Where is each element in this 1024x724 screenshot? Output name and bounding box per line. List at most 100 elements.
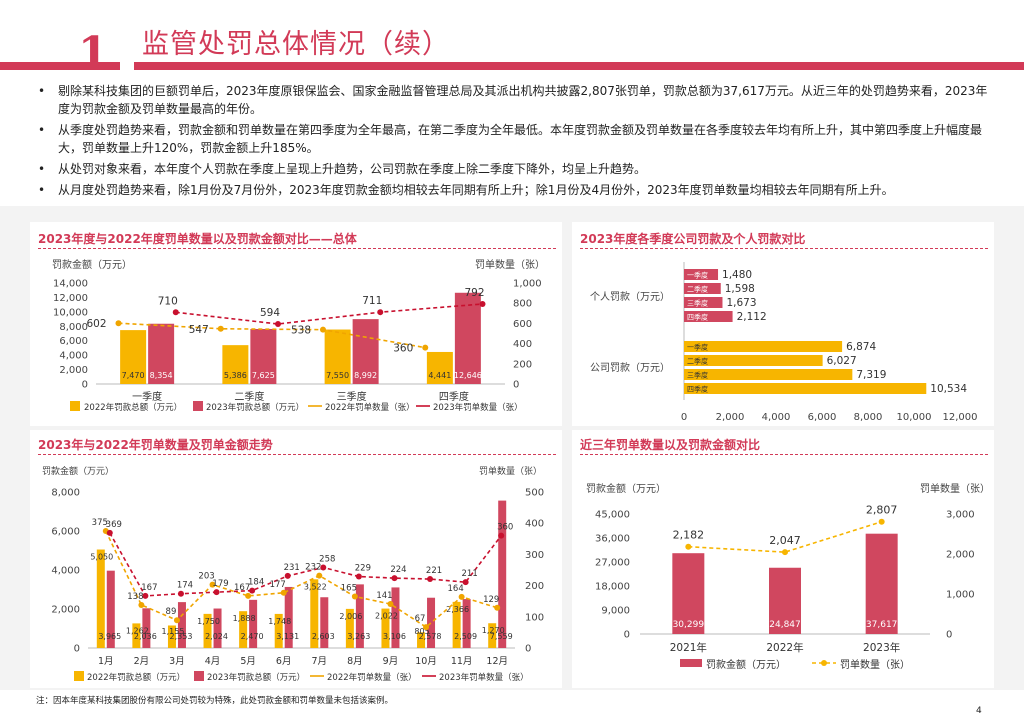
x-tick-label: 2022年	[766, 641, 803, 654]
bar-2023-label: 2,509	[454, 632, 477, 641]
line-2022-point	[422, 344, 429, 351]
line-2023-point	[320, 564, 327, 571]
left-axis-tick: 0	[624, 630, 630, 641]
line-2022-label: 141	[376, 591, 392, 601]
line-2022-point	[387, 601, 394, 608]
x-tick-label: 4月	[205, 656, 221, 667]
left-axis-tick: 8,000	[59, 322, 88, 333]
x-tick-label: 10月	[415, 656, 437, 667]
line-2023-point	[284, 572, 291, 579]
line-count-point	[878, 518, 885, 525]
bar-quarter-label: 一季度	[687, 271, 708, 280]
legend-swatch	[193, 401, 203, 411]
line-2022-point	[458, 593, 465, 600]
line-2023-label: 710	[158, 295, 178, 307]
bar-2022	[167, 625, 176, 648]
bar-quarter-label: 三季度	[687, 299, 708, 308]
left-axis-tick: 10,000	[53, 307, 88, 318]
bar-amount-label: 30,299	[673, 620, 705, 630]
bar-2023-label: 2,578	[419, 632, 442, 641]
line-2023-label: 174	[177, 581, 193, 591]
left-axis-tick: 36,000	[595, 534, 630, 545]
x-tick-label: 6月	[276, 656, 292, 667]
right-axis-tick: 1,000	[513, 279, 542, 290]
line-2022-point	[316, 572, 323, 579]
bar-2022	[96, 549, 105, 648]
left-axis-tick: 4,000	[59, 351, 88, 362]
left-axis-tick: 27,000	[595, 558, 630, 569]
bar-company	[684, 355, 823, 366]
bar-2022	[345, 608, 354, 648]
line-2022-label: 602	[86, 318, 106, 330]
bar-value-label: 1,480	[722, 269, 752, 281]
line-2022-point	[423, 624, 430, 631]
bar-2022	[324, 329, 351, 384]
left-axis-tick: 2,000	[59, 365, 88, 376]
line-2022	[105, 530, 498, 629]
x-axis-tick: 8,000	[854, 412, 883, 423]
line-2022-point	[115, 320, 122, 327]
x-axis-tick: 0	[681, 412, 687, 423]
x-tick-label: 3月	[169, 656, 185, 667]
x-tick-label: 二季度	[234, 390, 264, 403]
line-2023-label: 179	[212, 579, 228, 589]
line-2023-point	[275, 321, 282, 328]
line-2023-label: 360	[497, 523, 513, 533]
x-tick-label: 9月	[383, 656, 399, 667]
line-2022-label: 375	[92, 518, 108, 528]
bar-2023	[177, 602, 186, 648]
bar-value-label: 2,112	[737, 311, 767, 323]
bar-quarter-label: 二季度	[687, 357, 708, 366]
line-2022-label: 129	[483, 595, 499, 605]
line-2022-point	[138, 601, 145, 608]
bar-value-label: 7,319	[856, 369, 886, 381]
bullet-item: 从处罚对象来看，本年度个人罚款在季度上呈现上升趋势，公司罚款在季度上除二季度下降…	[36, 160, 996, 178]
bar-2022-label: 7,470	[122, 371, 145, 380]
bar-2023	[427, 597, 436, 648]
line-2023-label: 711	[362, 295, 382, 307]
bar-2022-label: 1,888	[233, 614, 256, 623]
bar-2023	[498, 500, 507, 648]
bar-amount	[865, 533, 898, 634]
bar-2023	[148, 323, 175, 384]
right-axis-tick: 600	[513, 319, 532, 330]
y-axis-label-left: 罚款金额（万元）	[52, 258, 132, 271]
line-2022-point	[494, 604, 501, 611]
right-axis-tick: 300	[525, 550, 544, 561]
bar-2022	[452, 601, 461, 648]
line-2022-label: 138	[127, 592, 143, 602]
bar-company	[684, 369, 853, 380]
bar-quarter-label: 一季度	[687, 343, 708, 352]
bar-2023	[355, 584, 364, 648]
line-2023-point	[391, 575, 398, 582]
bar-2023	[249, 599, 258, 648]
bar-2022	[417, 632, 426, 648]
line-count-point	[685, 543, 692, 550]
summary-bullets: 剔除某科技集团的巨额罚单后，2023年度原银保监会、国家金融监督管理总局及其派出…	[36, 82, 996, 202]
bar-individual	[684, 283, 721, 294]
bar-2022	[222, 345, 249, 384]
right-axis-tick: 1,000	[946, 590, 975, 601]
bar-2023-label: 2,470	[241, 632, 264, 641]
bar-quarter-label: 四季度	[687, 385, 708, 394]
bar-2022-label: 5,386	[224, 371, 247, 380]
line-2023-label: 594	[260, 307, 280, 319]
bar-2023-label: 2,603	[312, 632, 335, 641]
title-rule	[0, 62, 1024, 70]
bar-2023-label: 3,263	[347, 632, 370, 641]
left-axis-tick: 0	[82, 380, 88, 391]
panel-three-year	[572, 430, 994, 688]
left-axis-tick: 18,000	[595, 582, 630, 593]
panel-title-monthly: 2023年与2022年罚单数量及罚单金额走势	[38, 438, 273, 452]
bar-2022-label: 1,262	[126, 626, 149, 635]
line-count	[688, 520, 882, 553]
right-axis-tick: 800	[513, 299, 532, 310]
bar-2022	[274, 613, 283, 648]
line-2023-point	[427, 576, 434, 583]
line-count-label: 2,807	[866, 504, 898, 517]
right-axis-tick: 100	[525, 612, 544, 623]
legend-label: 2023年罚单数量（张）	[433, 402, 523, 413]
left-axis-tick: 14,000	[53, 279, 88, 290]
legend-swatch	[680, 659, 702, 667]
x-tick-label: 5月	[240, 656, 256, 667]
